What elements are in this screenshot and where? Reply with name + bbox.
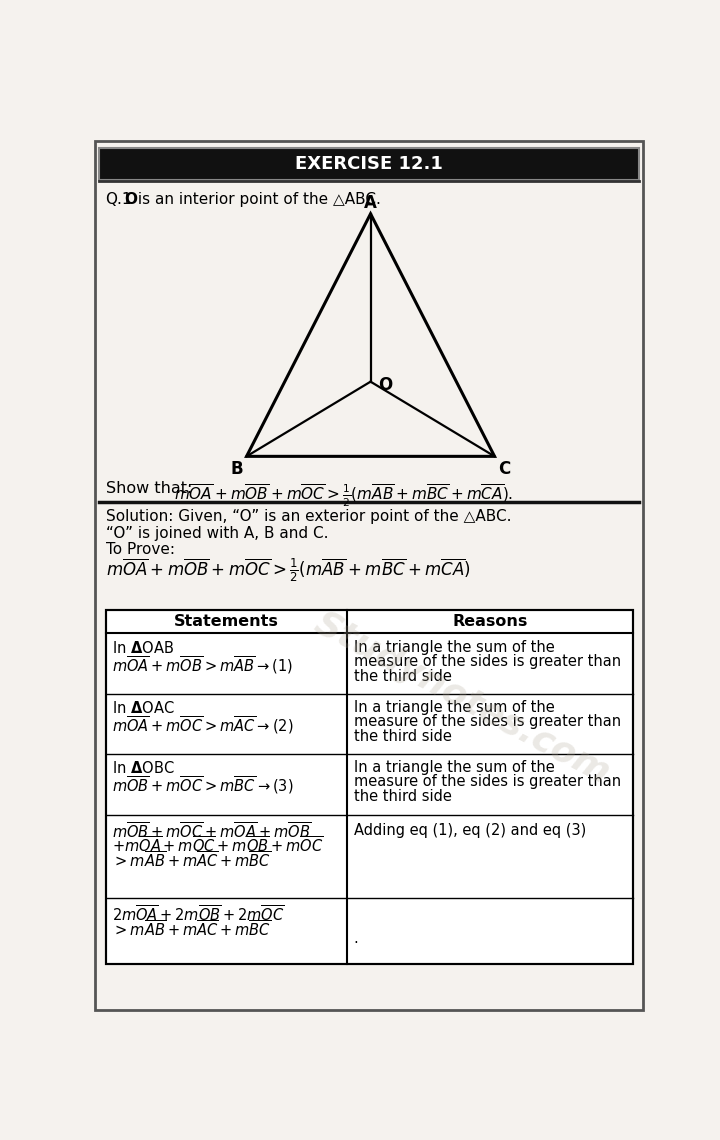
Text: Q.1: Q.1 — [106, 193, 132, 207]
Text: $m\overline{OA} + m\overline{OB} + m\overline{OC} > \frac{1}{2}\left(m\overline{: $m\overline{OA} + m\overline{OB} + m\ove… — [106, 555, 470, 584]
Text: Studynotes.com: Studynotes.com — [308, 606, 616, 791]
Text: the third side: the third side — [354, 728, 451, 744]
Text: Statements: Statements — [174, 614, 279, 629]
Text: O: O — [378, 376, 392, 393]
Text: $m\overline{OA} + m\overline{OC} > m\overline{AC} \rightarrow (2)$: $m\overline{OA} + m\overline{OC} > m\ove… — [112, 715, 293, 736]
Text: $2m\overline{OA} + 2m\overline{OB} + 2m\overline{OC}$: $2m\overline{OA} + 2m\overline{OB} + 2m\… — [112, 904, 284, 925]
Text: C: C — [498, 461, 510, 478]
Text: B: B — [230, 461, 243, 478]
Text: O: O — [124, 193, 137, 207]
Text: is an interior point of the △ABC.: is an interior point of the △ABC. — [132, 193, 380, 207]
Text: A: A — [364, 194, 377, 212]
Text: $> m\overline{AB} + m\overline{AC} + m\overline{BC}$: $> m\overline{AB} + m\overline{AC} + m\o… — [112, 919, 271, 939]
Text: $m\overline{OA} + m\overline{OB} > m\overline{AB} \rightarrow (1)$: $m\overline{OA} + m\overline{OB} > m\ove… — [112, 654, 293, 676]
Bar — [99, 147, 639, 180]
Bar — [106, 610, 632, 963]
Text: EXERCISE 12.1: EXERCISE 12.1 — [295, 155, 443, 173]
Text: In a triangle the sum of the: In a triangle the sum of the — [354, 640, 554, 654]
Text: In $\mathbf{\Delta}$OAC: In $\mathbf{\Delta}$OAC — [112, 700, 174, 716]
Text: To Prove:: To Prove: — [106, 542, 174, 556]
Text: $m\overline{OB} + m\overline{OC} > m\overline{BC} \rightarrow (3)$: $m\overline{OB} + m\overline{OC} > m\ove… — [112, 774, 293, 796]
Text: $+m\overline{OA} + m\overline{OC} + m\overline{OB} + m\overline{OC}$: $+m\overline{OA} + m\overline{OC} + m\ov… — [112, 836, 323, 856]
Text: the third side: the third side — [354, 789, 451, 804]
Bar — [106, 610, 632, 963]
Text: measure of the sides is greater than: measure of the sides is greater than — [354, 715, 621, 730]
Text: $> m\overline{AB} + m\overline{AC} + m\overline{BC}$: $> m\overline{AB} + m\overline{AC} + m\o… — [112, 850, 271, 871]
Text: Adding eq (1), eq (2) and eq (3): Adding eq (1), eq (2) and eq (3) — [354, 823, 586, 838]
Text: In a triangle the sum of the: In a triangle the sum of the — [354, 700, 554, 715]
Text: “O” is joined with A, B and C.: “O” is joined with A, B and C. — [106, 526, 328, 540]
Text: the third side: the third side — [354, 669, 451, 684]
Text: measure of the sides is greater than: measure of the sides is greater than — [354, 654, 621, 669]
Text: Reasons: Reasons — [452, 614, 528, 629]
Text: $m\overline{OB} + m\overline{OC} + m\overline{OA} + m\overline{OB}$: $m\overline{OB} + m\overline{OC} + m\ove… — [112, 821, 311, 841]
Text: In $\mathbf{\Delta}$OAB: In $\mathbf{\Delta}$OAB — [112, 640, 174, 656]
Text: Show that:: Show that: — [106, 481, 197, 496]
Text: .: . — [354, 931, 359, 946]
Text: In a triangle the sum of the: In a triangle the sum of the — [354, 759, 554, 775]
Text: Solution: Given, “O” is an exterior point of the △ABC.: Solution: Given, “O” is an exterior poin… — [106, 510, 511, 524]
Text: $m\overline{OA} + m\overline{OB} + m\overline{OC} > \frac{1}{2}\left(m\overline{: $m\overline{OA} + m\overline{OB} + m\ove… — [174, 482, 513, 508]
Text: In $\mathbf{\Delta}$OBC: In $\mathbf{\Delta}$OBC — [112, 759, 174, 775]
Text: measure of the sides is greater than: measure of the sides is greater than — [354, 774, 621, 789]
